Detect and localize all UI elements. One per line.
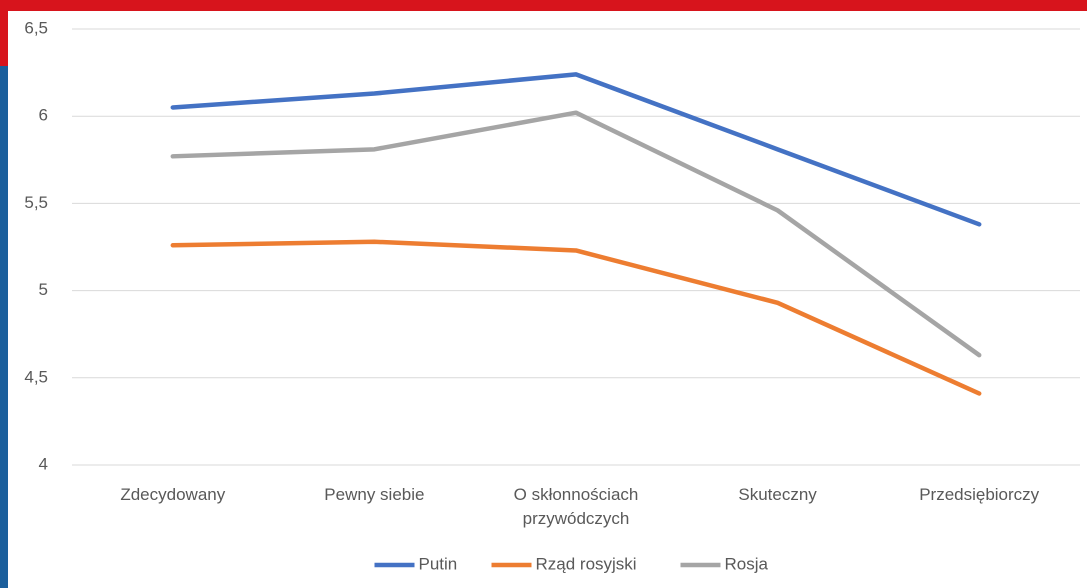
x-tick-label: Skuteczny: [738, 485, 817, 504]
y-tick-label: 5: [39, 280, 48, 299]
x-tick-label: Pewny siebie: [324, 485, 425, 504]
side-bar-red: [0, 0, 8, 66]
y-tick-label: 5,5: [24, 193, 48, 212]
line-series: [170, 239, 982, 396]
legend-label: Rząd rosyjski: [536, 554, 637, 573]
x-tick-label: Zdecydowany: [120, 485, 226, 504]
x-tick-label: O skłonnościach przywódczych: [513, 485, 639, 528]
x-tick-label: Przedsiębiorczy: [919, 485, 1040, 504]
y-tick-label: 6: [39, 106, 48, 125]
y-tick-label: 4: [39, 454, 48, 473]
side-bar-blue: [0, 66, 8, 588]
line-series: [170, 110, 982, 358]
y-tick-label: 6,5: [24, 18, 48, 37]
legend-label: Putin: [419, 554, 458, 573]
y-tick-label: 4,5: [24, 367, 48, 386]
legend-label: Rosja: [725, 554, 769, 573]
top-bar: [0, 0, 1087, 11]
line-series: [170, 72, 982, 227]
